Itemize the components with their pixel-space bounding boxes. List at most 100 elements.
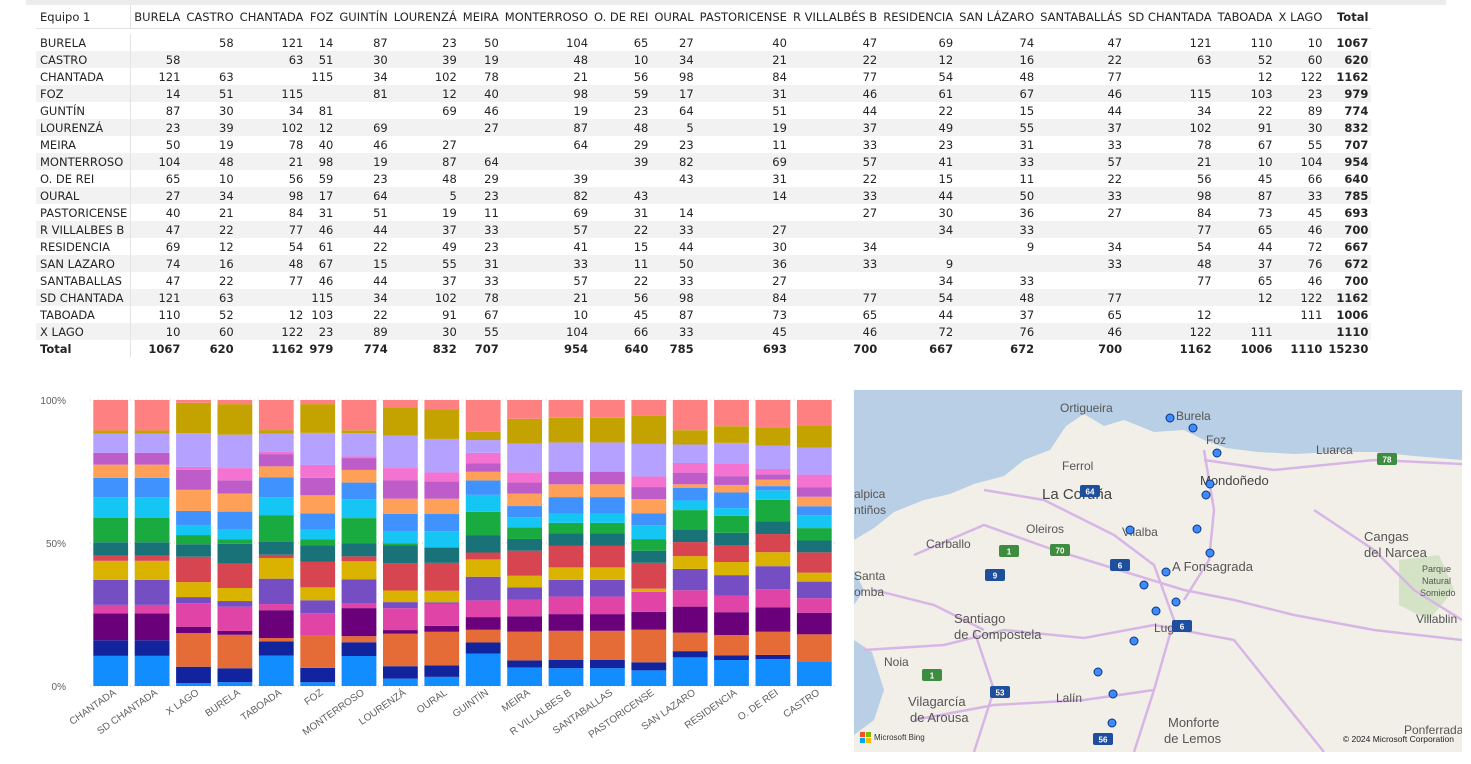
bar-segment[interactable] [590,660,625,669]
bar-segment[interactable] [755,534,791,553]
matrix-column-header[interactable]: BURELA [130,5,184,29]
bar-segment[interactable] [424,603,460,626]
bar-segment[interactable] [672,487,708,501]
bar-segment[interactable] [714,635,749,656]
matrix-column-header[interactable]: RESIDENCIA [880,5,957,29]
bar-segment[interactable] [217,668,253,683]
bar-segment[interactable] [217,468,253,481]
bar-segment[interactable] [134,555,170,561]
bar-segment[interactable] [134,613,170,641]
bar-segment[interactable] [134,400,170,431]
bar-segment[interactable] [134,640,170,656]
matrix-row-header[interactable]: FOZ [36,85,132,102]
map-marker[interactable] [1129,636,1139,646]
bar-segment[interactable] [548,484,584,498]
matrix-row-header[interactable]: LOURENZÁ [36,119,132,136]
bar-segment[interactable] [93,560,129,580]
matrix-column-header[interactable]: MEIRA [459,5,502,29]
bar-segment[interactable] [134,433,170,453]
bar-segment[interactable] [631,629,667,663]
bar-segment[interactable] [93,430,129,434]
bar-segment[interactable] [217,529,253,540]
bar-segment[interactable] [507,506,542,518]
matrix-column-header[interactable]: MONTERROSO [501,5,592,29]
bar-segment[interactable] [590,513,625,523]
bar-segment[interactable] [796,581,832,599]
bar-segment[interactable] [300,587,336,601]
matrix-row-header[interactable]: O. DE REI [36,170,132,187]
bar-segment[interactable] [93,517,129,543]
bar-segment[interactable] [507,482,542,494]
bar-segment[interactable] [465,617,501,630]
bar-segment[interactable] [507,631,542,661]
bar-segment[interactable] [714,400,749,427]
bar-segment[interactable] [258,466,294,478]
bar-segment[interactable] [507,575,542,588]
matrix-column-header[interactable]: TABOADA [1214,5,1276,29]
map-marker[interactable] [1161,567,1171,577]
bar-segment[interactable] [465,452,501,464]
matrix-row-header[interactable]: RESIDENCIA [36,238,132,255]
bar-segment[interactable] [93,555,129,561]
bar-segment[interactable] [341,579,377,604]
bar-segment[interactable] [176,489,211,511]
bar-segment[interactable] [300,464,336,478]
bar-segment[interactable] [548,442,584,472]
bar-segment[interactable] [258,541,294,555]
bar-segment[interactable] [507,599,542,617]
map-marker[interactable] [1151,606,1161,616]
bar-segment[interactable] [424,472,460,482]
bar-segment[interactable] [796,506,832,516]
bar-segment[interactable] [714,655,749,661]
bar-segment[interactable] [714,515,749,533]
bar-segment[interactable] [548,596,584,615]
bar-segment[interactable] [341,642,377,656]
bar-segment[interactable] [590,596,625,615]
bar-segment[interactable] [631,443,667,477]
bar-segment[interactable] [507,472,542,483]
bar-segment[interactable] [134,560,170,580]
map-marker[interactable] [1125,525,1135,535]
matrix-column-header[interactable]: LOURENZÁ [390,5,460,29]
bar-segment[interactable] [796,487,832,497]
bar-segment[interactable] [672,472,708,485]
bar-segment[interactable] [590,630,625,660]
bar-segment[interactable] [507,443,542,473]
bar-segment[interactable] [176,535,211,545]
matrix-column-header[interactable]: SANTABALLÁS [1037,5,1126,29]
bar-segment[interactable] [258,451,294,455]
bar-segment[interactable] [465,400,501,432]
bar-segment[interactable] [300,667,336,683]
matrix-row-header[interactable]: MEIRA [36,136,132,153]
bar-segment[interactable] [672,400,708,431]
bar-segment[interactable] [631,476,667,488]
bar-segment[interactable] [300,545,336,562]
bar-segment[interactable] [755,400,791,428]
bar-segment[interactable] [465,431,501,441]
bar-segment[interactable] [465,576,501,601]
bar-segment[interactable] [672,500,708,511]
bar-segment[interactable] [217,682,253,686]
matrix-row-header[interactable]: SAN LAZARO [36,255,132,272]
bar-segment[interactable] [134,497,170,518]
bar-segment[interactable] [176,400,211,403]
bing-map[interactable]: Ortigueira Burela Foz Luarca Ferrol La Coruña… [854,390,1462,752]
bar-segment[interactable] [590,471,625,485]
bar-segment[interactable] [755,499,791,522]
bar-segment[interactable] [258,430,294,434]
map-marker[interactable] [1093,667,1103,677]
matrix-column-header[interactable]: SD CHANTADA [1125,5,1215,29]
bar-segment[interactable] [714,508,749,516]
map-marker[interactable] [1205,548,1215,558]
bar-segment[interactable] [755,490,791,500]
bar-segment[interactable] [714,484,749,493]
bar-segment[interactable] [134,604,170,614]
matrix-row-header[interactable]: R VILLALBES B [36,221,132,238]
bar-segment[interactable] [631,539,667,551]
bar-segment[interactable] [755,566,791,590]
map-marker[interactable] [1192,524,1202,534]
bar-segment[interactable] [217,400,253,405]
bar-segment[interactable] [507,493,542,507]
bar-segment[interactable] [134,430,170,434]
